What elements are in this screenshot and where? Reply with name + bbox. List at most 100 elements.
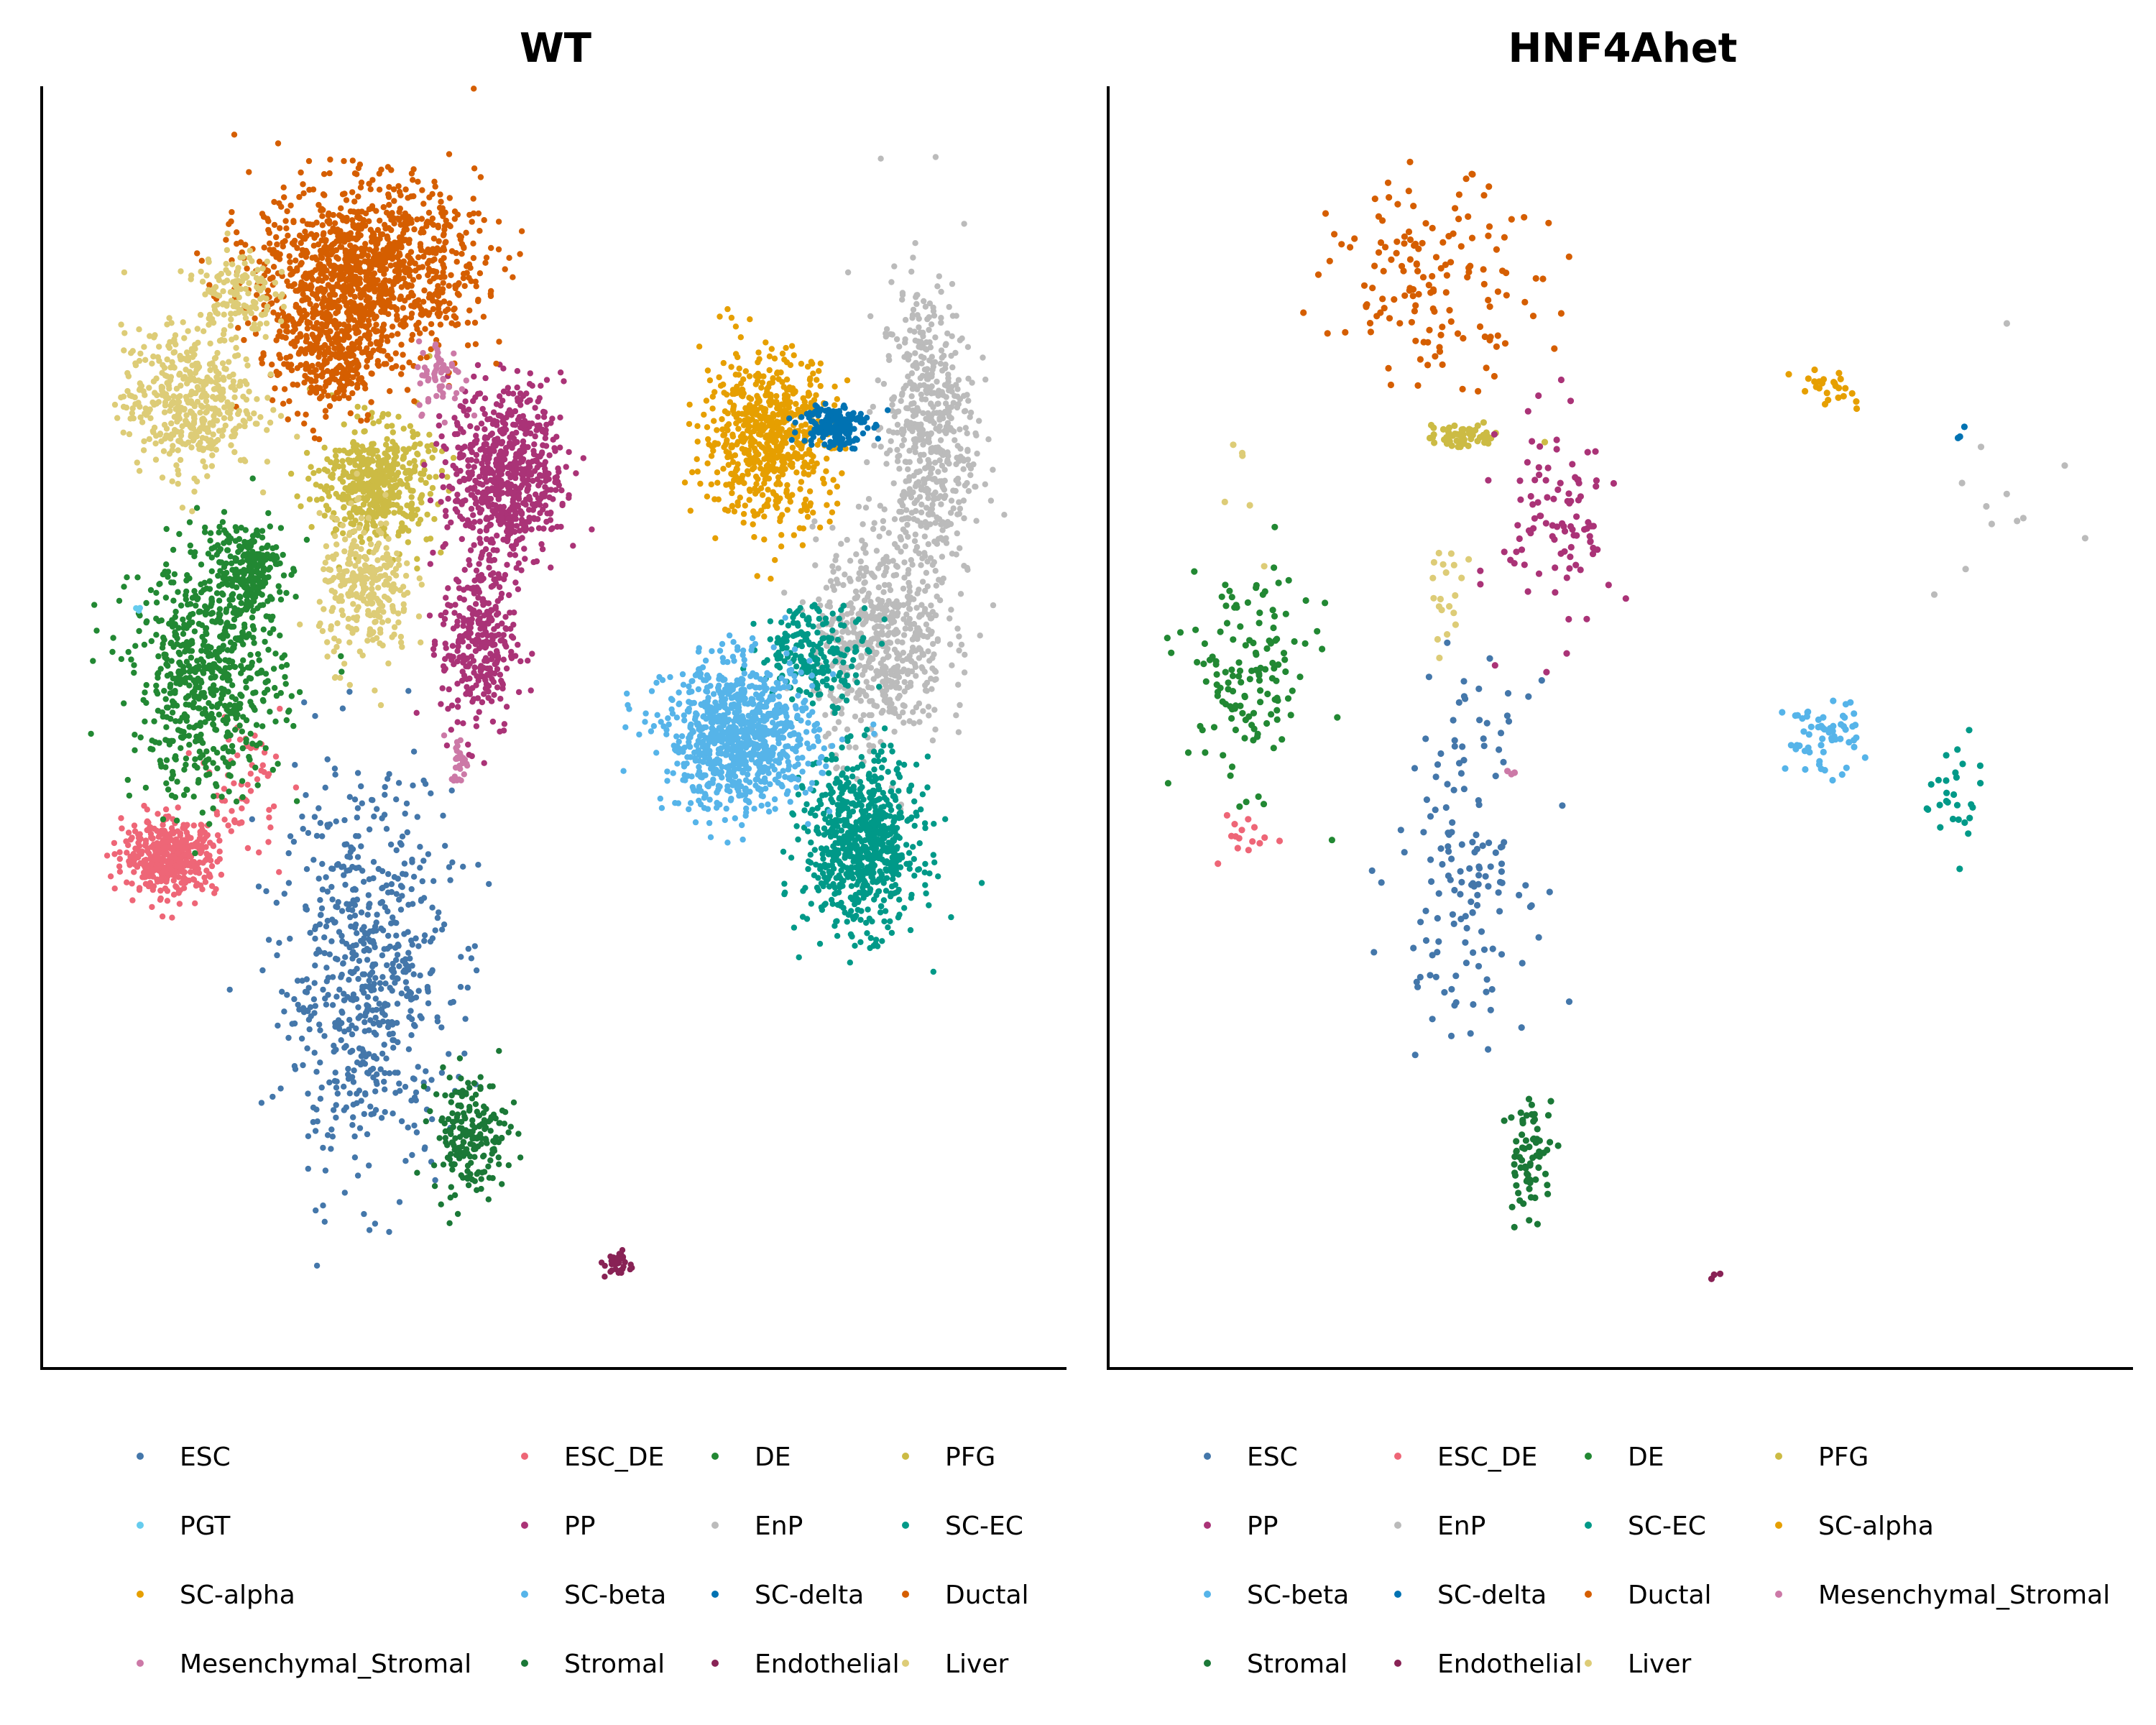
point [530,558,537,566]
point [888,681,895,689]
point [927,470,934,477]
point [244,798,250,804]
point [911,538,918,544]
point [132,732,138,738]
point [116,597,123,604]
point [350,1079,357,1085]
point [329,974,336,980]
point [880,670,886,676]
point [438,549,444,556]
point [826,603,834,610]
point [315,875,322,882]
point [313,832,321,840]
point [507,610,513,616]
point [907,379,913,385]
point [967,472,974,479]
point [486,880,492,888]
point [875,597,882,603]
point [476,518,483,525]
point [830,569,837,575]
point [880,380,888,387]
point [899,296,906,303]
point [520,468,526,474]
point [517,390,524,397]
point [932,568,939,574]
point [964,430,970,437]
point [454,719,461,725]
point [163,724,170,730]
point [491,626,497,632]
point [507,551,513,558]
point [399,520,405,527]
point [323,965,330,971]
point [384,1024,392,1031]
point [247,770,254,777]
point [384,436,390,443]
point [410,873,418,880]
point [206,578,213,584]
point [180,641,187,648]
point [137,831,143,837]
point [239,544,246,551]
point [547,517,554,523]
point [348,520,354,527]
point [239,778,246,784]
point [213,551,220,558]
point [195,663,202,670]
point [300,1009,308,1016]
point [216,529,222,535]
point [305,985,312,991]
point [936,417,943,423]
point [392,980,398,986]
point [385,932,392,939]
point [394,502,400,508]
point [934,400,941,408]
point [338,971,345,978]
point [421,932,428,939]
point [413,935,419,942]
point [429,1116,436,1123]
point [160,855,167,862]
point [408,1098,415,1104]
point [521,546,528,552]
point [512,458,518,465]
point [876,630,883,638]
point [197,608,203,615]
point [338,1008,345,1015]
point [860,521,866,528]
point [131,853,137,860]
series-pp [413,362,595,766]
point [259,696,267,704]
point [459,501,465,507]
point [492,670,498,677]
point [413,709,420,716]
point [292,1066,299,1072]
point [931,390,937,396]
point [301,699,308,706]
point [278,663,285,670]
point [540,414,548,420]
point [273,544,280,551]
point [482,374,489,382]
point [538,540,545,548]
point [900,426,907,433]
point [990,602,997,609]
point [894,544,900,551]
point [355,975,361,983]
point [500,365,507,372]
point [400,426,407,432]
point [329,471,336,478]
point [801,807,808,814]
point [162,830,169,837]
point [183,755,190,762]
point [198,561,205,568]
point [990,466,996,473]
point [933,612,939,619]
point [333,1085,340,1091]
point [325,824,331,830]
point [379,1009,386,1016]
point [224,538,231,544]
point [932,444,939,451]
point [476,474,483,480]
point [494,684,501,691]
